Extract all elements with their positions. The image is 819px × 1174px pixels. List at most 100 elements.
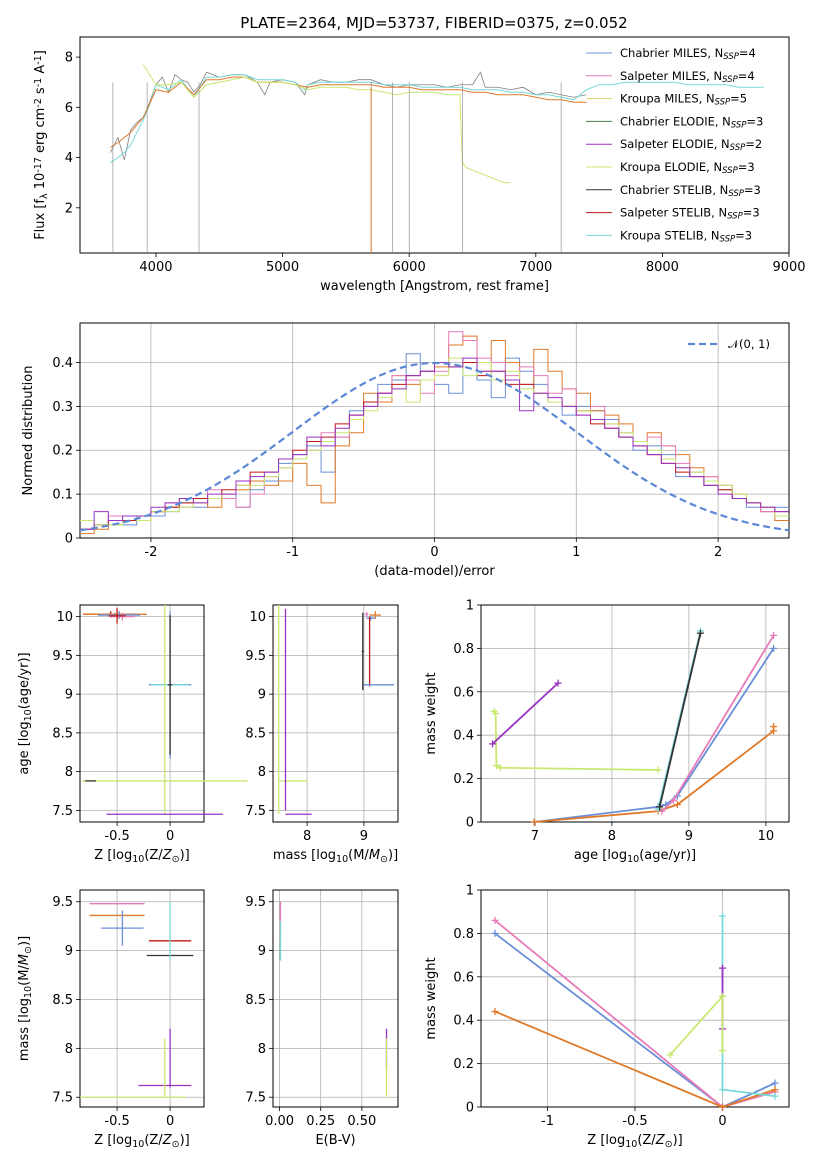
y-tick-label: 8.5 bbox=[245, 726, 266, 741]
y-tick-label: 9.5 bbox=[245, 649, 266, 664]
normal-curve bbox=[80, 361, 789, 532]
x-tick-label: -0.5 bbox=[622, 1114, 647, 1129]
y-tick-label: 0.2 bbox=[453, 1057, 474, 1072]
x-tick-label: 1 bbox=[572, 545, 580, 560]
y-tick-label: 9.5 bbox=[245, 895, 266, 910]
y-tick-label: 0.4 bbox=[453, 729, 474, 744]
y-axis-label: mass [log10(M/M⊙)] bbox=[17, 936, 34, 1061]
y-axis-label: mass weight bbox=[424, 672, 439, 754]
y-tick-label: 9 bbox=[65, 688, 73, 703]
y-axis-label: age [log10(age/yr)] bbox=[17, 652, 34, 774]
x-tick-label: 6000 bbox=[393, 260, 426, 275]
weight-series-4 bbox=[721, 916, 776, 1098]
mass-vs-EBV-frame bbox=[272, 889, 399, 1108]
x-tick-label: 10 bbox=[758, 829, 775, 844]
y-tick-label: 9.5 bbox=[52, 895, 73, 910]
spectrum-frame bbox=[79, 36, 790, 254]
x-tick-label: 9 bbox=[685, 829, 693, 844]
x-tick-label: 9 bbox=[360, 829, 368, 844]
x-tick-label: 0.25 bbox=[306, 1114, 335, 1129]
residual-histogram-panel: -2 -1 0 1 2 0 0.1 0.2 0.3 0.4 (data-model)/error No… bbox=[21, 322, 790, 579]
x-tick-label: 8000 bbox=[646, 260, 679, 275]
mass-vs-EBV-grid bbox=[273, 890, 398, 1107]
mass-vs-Z-frame bbox=[79, 889, 205, 1108]
x-tick-label: 4000 bbox=[139, 260, 172, 275]
weight-vs-Z-frame bbox=[480, 889, 790, 1108]
spectrum-series-3 bbox=[142, 64, 511, 184]
x-axis-label: E(B-V) bbox=[315, 1133, 355, 1148]
histogram-steps bbox=[80, 331, 789, 535]
x-tick-label: 0 bbox=[166, 1114, 174, 1129]
y-tick-label: 8 bbox=[65, 765, 73, 780]
y-tick-label: 0.4 bbox=[453, 1014, 474, 1029]
y-tick-label: 0 bbox=[65, 532, 73, 547]
age-vs-Z-points bbox=[82, 605, 248, 815]
x-tick-label: 8 bbox=[303, 829, 311, 844]
age-vs-Z-panel: -0.5 0 7.5 8 8.5 9 9.5 10 Z [log10(Z/Z⊙)] age [lo… bbox=[17, 604, 248, 865]
weight-vs-age-panel: 7 8 9 10 0 0.2 0.4 0.6 0.8 1 age [log10(age/yr)] ma… bbox=[424, 599, 790, 865]
y-tick-label: 0 bbox=[466, 816, 474, 831]
y-tick-label: 9 bbox=[65, 944, 73, 959]
y-tick-label: 2 bbox=[65, 201, 73, 216]
x-tick-label: 0.50 bbox=[347, 1114, 376, 1129]
y-tick-label: 8.5 bbox=[52, 993, 73, 1008]
y-tick-label: 0.6 bbox=[453, 685, 474, 700]
legend-entry: Salpeter STELIB, NSSP=3 bbox=[620, 206, 760, 222]
x-tick-label: 5000 bbox=[266, 260, 299, 275]
spectrum-series-0 bbox=[110, 71, 587, 161]
residual-histogram-grid bbox=[80, 323, 789, 539]
y-tick-label: 0.1 bbox=[52, 488, 73, 503]
y-tick-label: 8.5 bbox=[52, 726, 73, 741]
y-axis-label: mass weight bbox=[424, 957, 439, 1039]
residual-histogram-frame bbox=[79, 322, 790, 539]
mass-vs-EBV-points bbox=[279, 901, 388, 1098]
x-axis-label: mass [log10(M/M⊙)] bbox=[273, 848, 398, 865]
age-vs-mass-panel: 8 9 7.5 8 8.5 9 9.5 10 mass [log10(M/M⊙)] bbox=[245, 604, 399, 865]
y-tick-label: 10 bbox=[56, 610, 73, 625]
spectrum-lines bbox=[110, 64, 764, 253]
y-tick-label: 0.8 bbox=[453, 642, 474, 657]
legend-entry: Chabrier STELIB, NSSP=3 bbox=[620, 183, 761, 199]
y-tick-label: 6 bbox=[65, 101, 73, 116]
y-tick-label: 0.8 bbox=[453, 927, 474, 942]
y-tick-label: 7.5 bbox=[245, 1091, 266, 1106]
spectrum-panel: 4000 5000 6000 7000 8000 9000 2 4 6 8 wavelength [… bbox=[33, 36, 806, 294]
x-tick-label: 8 bbox=[608, 829, 616, 844]
legend-entry: Kroupa STELIB, NSSP=3 bbox=[620, 228, 752, 244]
y-tick-label: 8 bbox=[65, 51, 73, 66]
x-tick-label: 2 bbox=[714, 545, 722, 560]
y-tick-label: 9 bbox=[258, 688, 266, 703]
y-axis-label: Flux [fλ 10-17 erg cm-2 s-1 A-1] bbox=[33, 50, 50, 240]
y-tick-label: 8 bbox=[258, 765, 266, 780]
age-vs-Z-grid bbox=[80, 605, 204, 822]
y-tick-label: 8.5 bbox=[245, 993, 266, 1008]
y-tick-label: 10 bbox=[249, 610, 266, 625]
weight-vs-Z-panel: -1 -0.5 0 0 0.2 0.4 0.6 0.8 1 Z [log10(Z/Z⊙)] mass… bbox=[424, 884, 790, 1150]
weight-vs-age-grid bbox=[481, 604, 789, 823]
spectrum-series-2 bbox=[110, 76, 587, 148]
mass-vs-Z-points bbox=[80, 901, 194, 1098]
y-tick-label: 0.2 bbox=[52, 444, 73, 459]
x-tick-label: 9000 bbox=[772, 260, 805, 275]
mass-vs-EBV-panel: 0.00 0.25 0.50 7.5 8 8.5 9 9.5 E(B-V) bbox=[245, 889, 399, 1148]
x-axis-label: Z [log10(Z/Z⊙)] bbox=[94, 848, 189, 865]
y-tick-label: 7.5 bbox=[52, 804, 73, 819]
histogram-legend: 𝒩(0, 1) bbox=[688, 337, 770, 351]
x-tick-label: -1 bbox=[286, 545, 299, 560]
legend-entry: Chabrier MILES, NSSP=4 bbox=[620, 46, 756, 62]
spectrum-legend: Chabrier MILES, NSSP=4 Salpeter MILES, NS… bbox=[586, 46, 763, 245]
x-tick-label: -2 bbox=[144, 545, 157, 560]
age-vs-mass-grid bbox=[273, 605, 398, 822]
y-tick-label: 0.2 bbox=[453, 772, 474, 787]
x-tick-label: 0 bbox=[166, 829, 174, 844]
y-tick-label: 0.6 bbox=[453, 970, 474, 985]
x-axis-label: Z [log10(Z/Z⊙)] bbox=[587, 1133, 682, 1150]
y-tick-label: 4 bbox=[65, 151, 73, 166]
x-tick-label: 7000 bbox=[519, 260, 552, 275]
legend-entry: Salpeter MILES, NSSP=4 bbox=[620, 69, 755, 85]
y-axis-label: Normed distribution bbox=[21, 366, 36, 496]
x-axis-label: wavelength [Angstrom, rest frame] bbox=[320, 279, 549, 294]
y-tick-label: 7.5 bbox=[52, 1091, 73, 1106]
x-tick-label: -0.5 bbox=[104, 829, 129, 844]
